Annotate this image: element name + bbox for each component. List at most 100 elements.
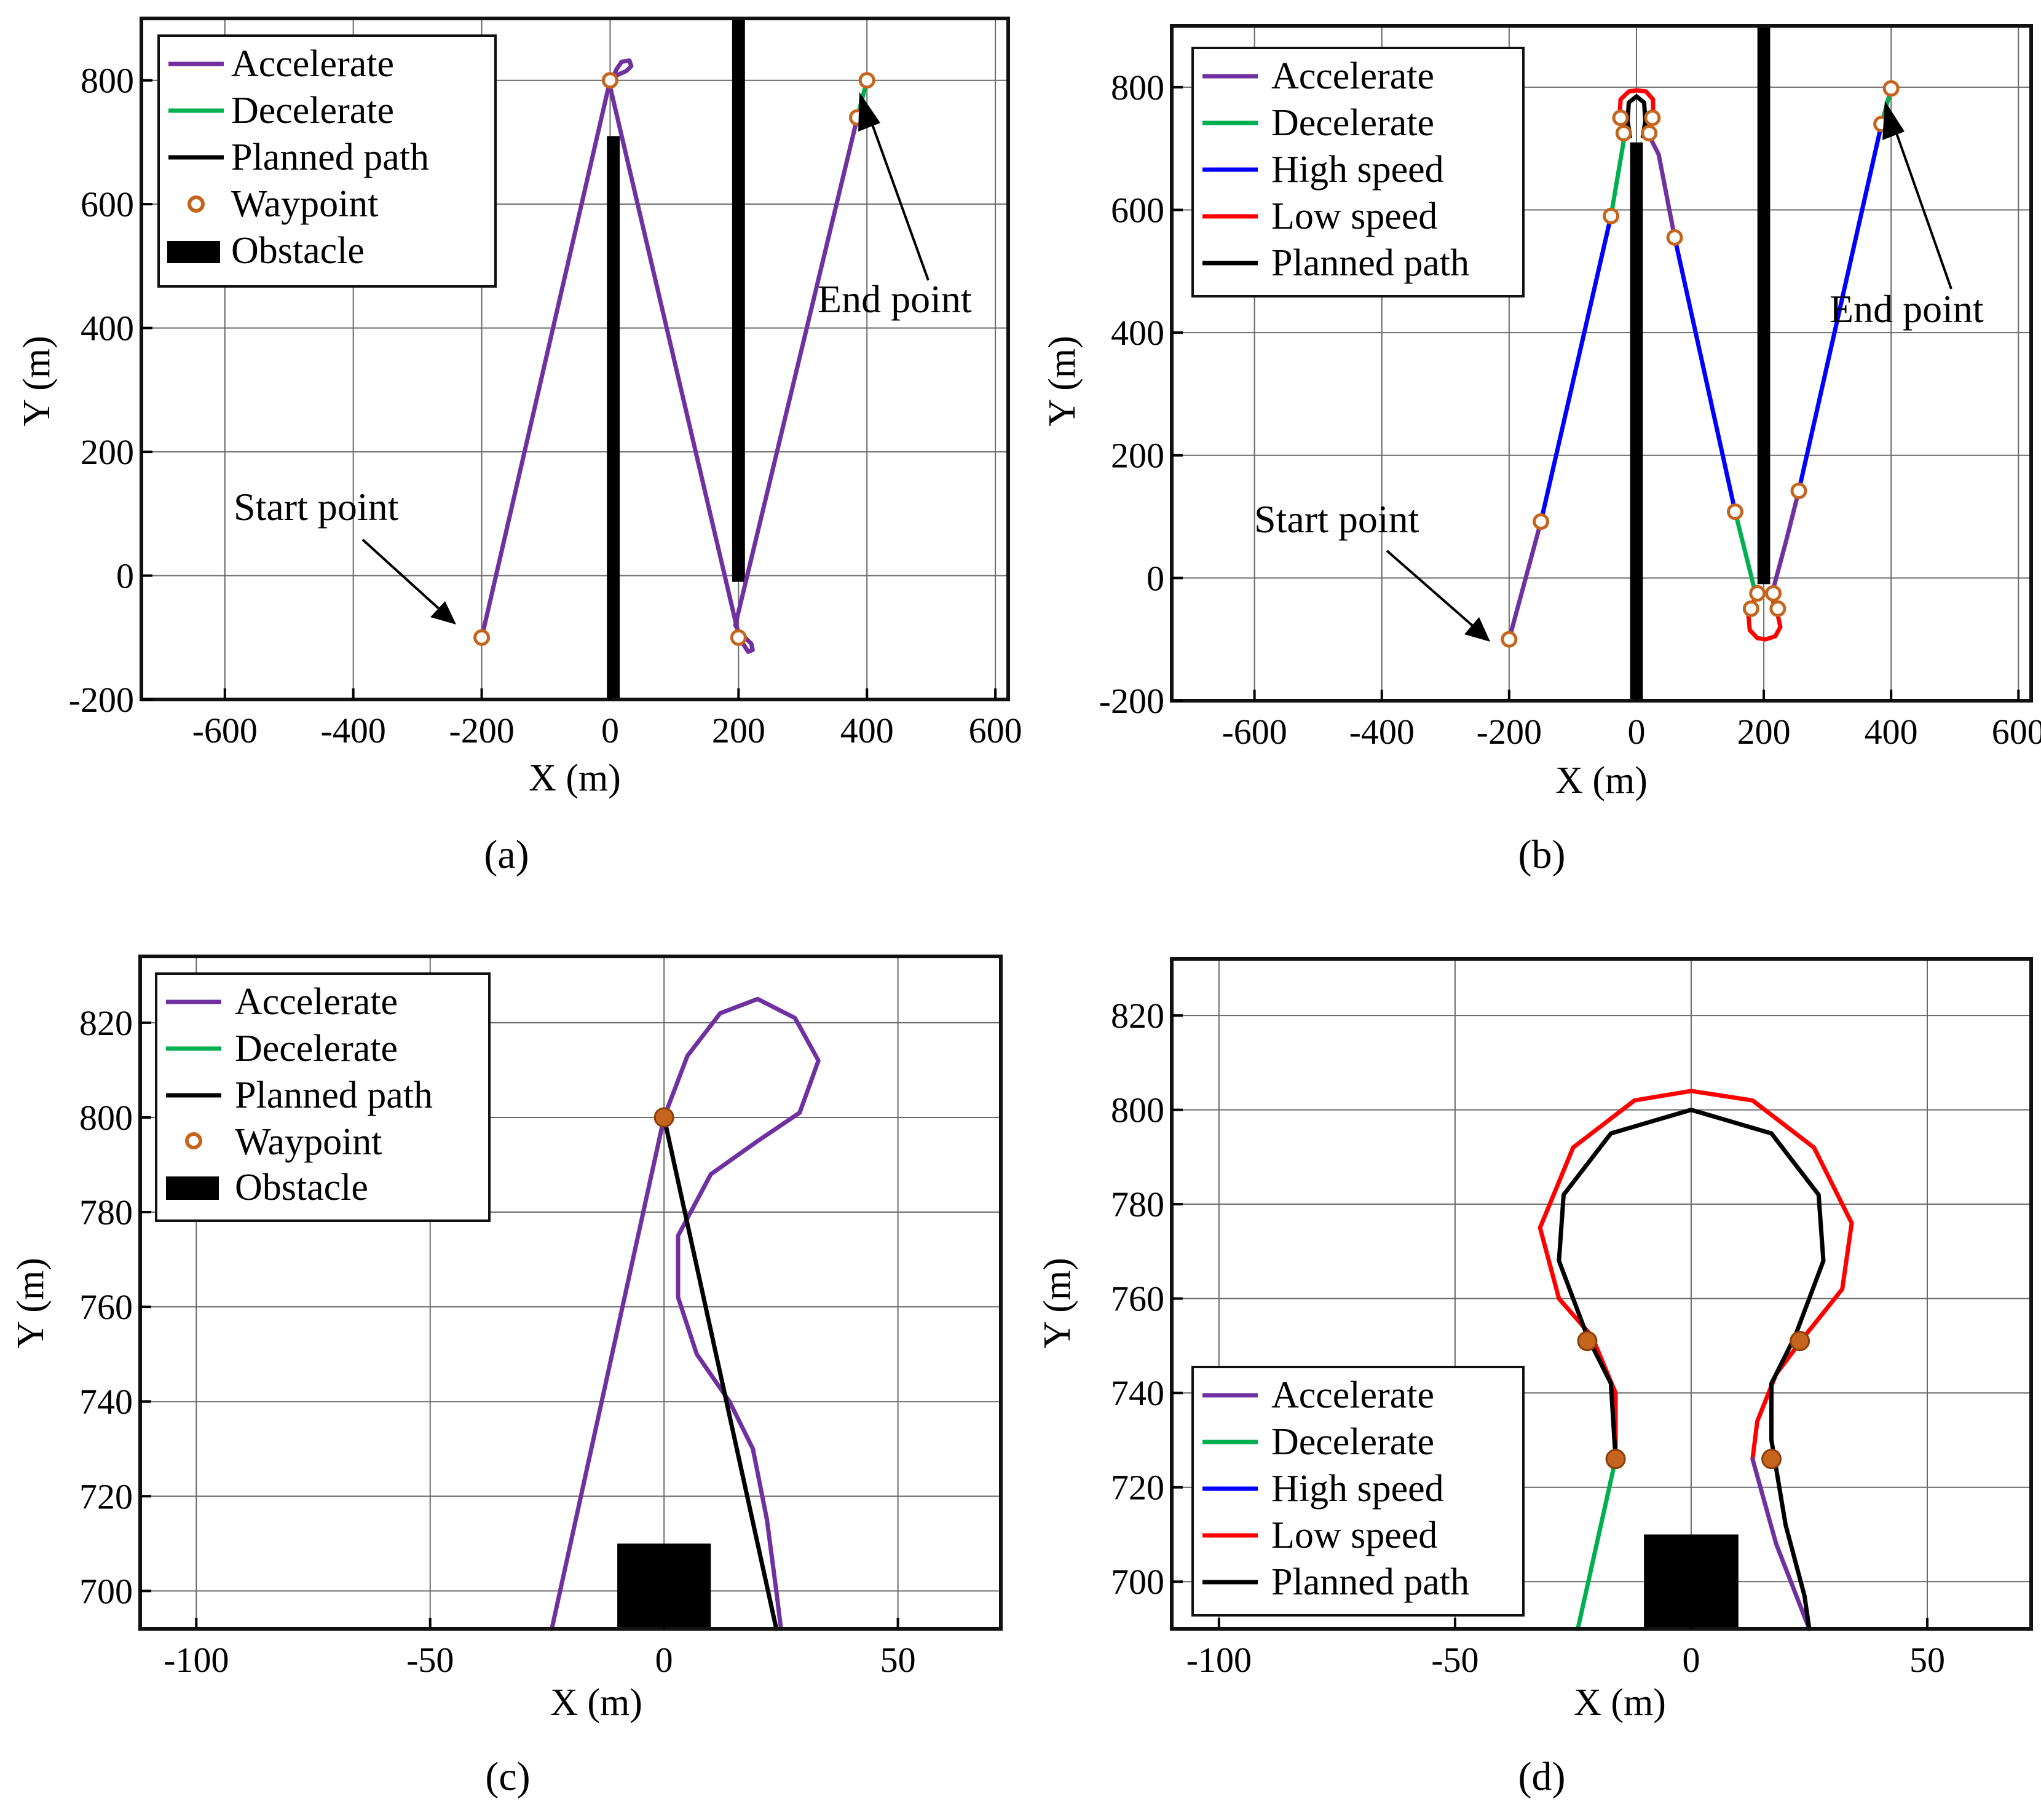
panel-a-ylabel: Y (m) bbox=[16, 336, 58, 427]
panel-a-xtick-label-2: -200 bbox=[449, 711, 514, 750]
panel-c-waypoint-0 bbox=[653, 1107, 674, 1128]
panel-a-waypoint-2 bbox=[730, 629, 747, 646]
panel-b-label: (b) bbox=[1518, 832, 1566, 877]
panel-d-series-decelerate-0 bbox=[1576, 1457, 1618, 1631]
panel-b-ytick-label-2: 200 bbox=[1111, 436, 1164, 476]
panel-b-waypoint-10 bbox=[1742, 600, 1759, 617]
panel-b-waypoint-13 bbox=[1790, 483, 1807, 500]
panel-d-obstacle-0 bbox=[1644, 1534, 1739, 1629]
panel-b-waypoint-15 bbox=[1882, 80, 1900, 97]
panel-a-start-label: Start point bbox=[234, 485, 399, 529]
panel-b-ticks: -600 -400 -200 0 200 400 600 -200 0 200 400 600 800 bbox=[1099, 68, 2041, 752]
panel-a-series bbox=[480, 58, 869, 654]
panel-a-legend-waypoint: Waypoint bbox=[231, 183, 379, 225]
panel-d-waypoint-0 bbox=[1577, 1331, 1598, 1352]
panel-a-xtick-label-4: 200 bbox=[712, 711, 765, 750]
panel-c-legend-obstacle-swatch bbox=[166, 1176, 219, 1200]
panel-a-waypoint-0 bbox=[473, 629, 491, 646]
panel-b-waypoint-9 bbox=[1749, 585, 1766, 602]
panel-c-ytick-label-2: 740 bbox=[79, 1382, 133, 1422]
panel-b-waypoint-8 bbox=[1726, 503, 1743, 521]
panel-d-ytick-label-1: 720 bbox=[1111, 1468, 1164, 1508]
panel-b-waypoint-5 bbox=[1641, 125, 1658, 142]
panel-a-end-arrowhead bbox=[858, 92, 880, 132]
panel-c-xtick-label-2: 0 bbox=[655, 1640, 673, 1680]
panel-d-ticks: -100 -50 0 50 700 720 740 760 780 800 820 bbox=[1111, 996, 1945, 1680]
panel-d-ytick-label-4: 780 bbox=[1111, 1184, 1164, 1224]
panel-c-xtick-label-1: -50 bbox=[406, 1640, 454, 1680]
panel-a-xtick-label-1: -400 bbox=[321, 711, 386, 750]
panel-b-series-accelerate-4 bbox=[1646, 131, 1677, 240]
panel-b-xtick-label-4: 200 bbox=[1737, 712, 1791, 752]
panel-b-waypoint-12 bbox=[1769, 600, 1786, 617]
panel-a-start-arrowhead bbox=[430, 601, 456, 624]
panel-c-legend-waypoint: Waypoint bbox=[235, 1121, 382, 1163]
panel-b-series-high-speed-5 bbox=[1672, 235, 1737, 514]
panel-a-ytick-label-3: 400 bbox=[81, 309, 134, 349]
panel-b-ylabel: Y (m) bbox=[1041, 336, 1083, 427]
panel-c-series bbox=[550, 996, 821, 1631]
panel-b-obstacle-0 bbox=[1630, 142, 1643, 701]
panel-d-waypoint-2 bbox=[1790, 1331, 1810, 1352]
panel-d-frame bbox=[1170, 957, 2033, 1631]
panel-b-xtick-label-2: -200 bbox=[1477, 712, 1542, 752]
panel-b-end-label: End point bbox=[1830, 287, 1984, 331]
panel-d-series bbox=[1538, 1089, 1854, 1631]
panel-a-legend-decelerate: Decelerate bbox=[231, 90, 394, 132]
panel-b-legend-decelerate: Decelerate bbox=[1271, 102, 1434, 144]
panel-a-xtick-label-5: 400 bbox=[840, 711, 894, 750]
panel-a-obstacles bbox=[607, 18, 745, 699]
panel-c-label: (c) bbox=[485, 1754, 530, 1799]
panel-b-xtick-label-5: 400 bbox=[1865, 712, 1918, 752]
panel-a-waypoint-1 bbox=[601, 72, 618, 89]
panel-d-ytick-label-3: 760 bbox=[1111, 1279, 1164, 1319]
panel-b-xtick-label-0: -600 bbox=[1222, 712, 1287, 752]
panel-b-waypoint-2 bbox=[1603, 207, 1620, 224]
panel-c-legend-obstacle: Obstacle bbox=[235, 1167, 368, 1208]
panel-b: -600 -400 -200 0 200 400 600-2000200400600800 … bbox=[1041, 24, 2041, 877]
panel-d-ylabel: Y (m) bbox=[1036, 1258, 1078, 1349]
panel-c-legend-waypoint-swatch bbox=[185, 1132, 202, 1149]
panel-a-xtick-label-0: -600 bbox=[192, 711, 258, 750]
panel-b-xtick-label-1: -400 bbox=[1349, 712, 1415, 752]
panel-d-xtick-label-1: -50 bbox=[1431, 1640, 1478, 1680]
panel-a-annotation-end: End point bbox=[818, 92, 972, 321]
panel-d-xtick-label-3: 50 bbox=[1909, 1640, 1945, 1680]
panel-b-ytick-label-0: -200 bbox=[1099, 681, 1164, 721]
panel-b-legend-box bbox=[1191, 47, 1525, 297]
panel-d-waypoints bbox=[1577, 1331, 1810, 1470]
panel-b-waypoint-6 bbox=[1644, 109, 1661, 127]
panel-a-xlabel: X (m) bbox=[529, 757, 621, 799]
panel-d-xtick-label-0: -100 bbox=[1186, 1640, 1252, 1680]
panel-b-series-accelerate-0 bbox=[1507, 519, 1544, 642]
panel-a-ytick-label-2: 200 bbox=[81, 432, 134, 472]
panel-c-frame bbox=[138, 955, 1003, 1631]
panel-b-series-accelerate-8 bbox=[1770, 489, 1801, 596]
panel-a-obstacle-1 bbox=[732, 18, 745, 582]
panel-a-annotation-start: Start point bbox=[234, 485, 456, 624]
panel-d-ytick-label-2: 740 bbox=[1111, 1373, 1164, 1413]
panel-a-obstacle-0 bbox=[607, 136, 620, 699]
panel-b-legend-accelerate: Accelerate bbox=[1271, 55, 1434, 97]
panel-a-ytick-label-4: 600 bbox=[81, 184, 134, 224]
panel-c-ytick-label-6: 820 bbox=[79, 1003, 133, 1043]
panel-c: -100 -50 0 50 700 720 740 760 780 800 820 X (m) Y … bbox=[10, 955, 1003, 1799]
panel-c-grid bbox=[140, 956, 1001, 1629]
panel-c-obstacle-0 bbox=[617, 1543, 711, 1629]
panel-c-ytick-label-5: 800 bbox=[79, 1098, 133, 1138]
panel-c-ticks: -100 -50 0 50 700 720 740 760 780 800 820 bbox=[79, 1003, 916, 1680]
panel-b-obstacle-1 bbox=[1757, 26, 1771, 585]
panel-d-obstacles bbox=[1644, 1534, 1739, 1629]
panel-a-end-label: End point bbox=[818, 277, 972, 321]
panel-a-xtick-label-6: 600 bbox=[969, 711, 1022, 750]
panel-b-frame bbox=[1170, 24, 2033, 703]
panel-b-start-label: Start point bbox=[1254, 497, 1419, 541]
panel-c-ytick-label-0: 700 bbox=[79, 1571, 133, 1611]
panel-b-ytick-label-3: 400 bbox=[1111, 313, 1164, 353]
panel-d-series-planned-path-3 bbox=[1557, 1108, 1826, 1631]
panel-d-series-low-speed-1 bbox=[1538, 1089, 1854, 1462]
panel-c-series-accelerate-0 bbox=[550, 996, 821, 1631]
panel-b-waypoint-1 bbox=[1533, 513, 1550, 530]
panel-b-legend-lowspeed: Low speed bbox=[1271, 195, 1437, 237]
